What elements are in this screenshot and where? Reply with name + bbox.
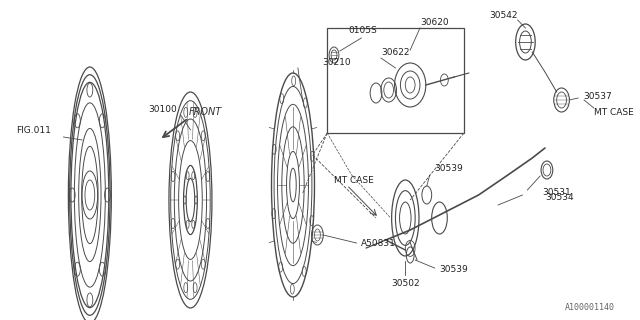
Text: 30539: 30539 <box>435 164 463 172</box>
Text: 30534: 30534 <box>545 193 573 202</box>
Text: 0105S: 0105S <box>349 26 378 35</box>
Text: A100001140: A100001140 <box>565 303 615 312</box>
Text: MT CASE: MT CASE <box>334 175 374 185</box>
Text: FIG.011: FIG.011 <box>16 125 51 134</box>
Text: 30210: 30210 <box>323 58 351 67</box>
Text: 30539: 30539 <box>440 266 468 275</box>
Text: FRONT: FRONT <box>188 107 221 117</box>
Text: 30531: 30531 <box>542 188 571 196</box>
Text: MT CASE: MT CASE <box>594 108 634 116</box>
Text: 30622: 30622 <box>381 47 410 57</box>
Text: 30542: 30542 <box>490 11 518 20</box>
Text: 30620: 30620 <box>420 18 449 27</box>
Text: 30100: 30100 <box>148 105 177 114</box>
Text: 30502: 30502 <box>391 278 420 287</box>
Text: A50831: A50831 <box>362 238 396 247</box>
Text: 30537: 30537 <box>583 92 612 100</box>
